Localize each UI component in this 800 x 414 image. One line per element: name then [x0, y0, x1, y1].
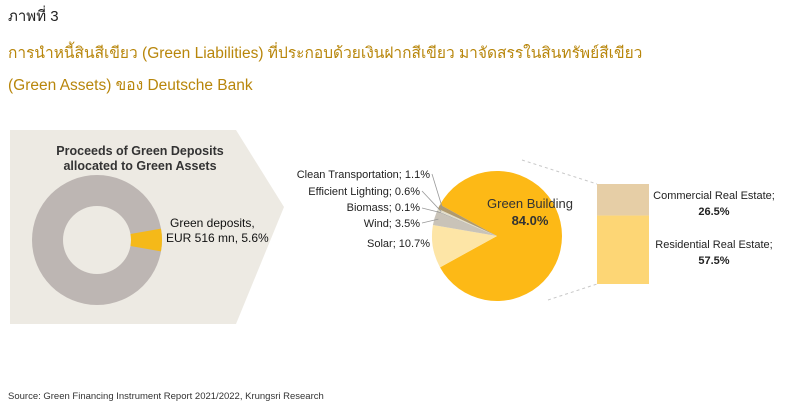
- chart-title-line-1: การนำหนี้สินสีเขียว (Green Liabilities) …: [8, 45, 643, 62]
- donut-title-line-2: allocated to Green Assets: [63, 159, 216, 173]
- pie-slice-clean-transportation: [438, 204, 497, 236]
- bar-label-commercial: Commercial Real Estate;: [653, 190, 775, 202]
- source-note: Source: Green Financing Instrument Repor…: [8, 391, 324, 402]
- donut-title-line-1: Proceeds of Green Deposits: [56, 144, 223, 158]
- bar-value-commercial: 26.5%: [698, 206, 729, 218]
- bar-segment-commercial-real-estate: [597, 184, 649, 216]
- figure-label: ภาพที่ 3: [8, 8, 59, 25]
- connector-line-top: [521, 159, 598, 185]
- pie-leader-lines: [421, 173, 443, 224]
- pie-label-wind: Wind; 3.5%: [364, 218, 420, 230]
- pie-label-biomass: Biomass; 0.1%: [347, 202, 421, 214]
- leader-line-clean-transportation: [431, 173, 443, 209]
- pie-slice-green-building: [440, 170, 562, 301]
- bar-value-residential: 57.5%: [698, 255, 729, 267]
- pie-label-solar: Solar; 10.7%: [367, 238, 430, 250]
- bar-label-residential: Residential Real Estate;: [655, 239, 772, 251]
- pie-label-clean-transportation: Clean Transportation; 1.1%: [297, 169, 431, 181]
- donut-chart: [32, 175, 163, 305]
- chart-title-line-2: (Green Assets) ของ Deutsche Bank: [8, 77, 253, 94]
- donut-label-line-1: Green deposits,: [170, 216, 255, 230]
- leader-line-wind: [421, 218, 439, 224]
- pie-slice-efficient-lighting: [437, 208, 497, 236]
- pie-label-efficient-lighting: Efficient Lighting; 0.6%: [308, 186, 420, 198]
- leader-line-biomass: [421, 207, 441, 214]
- pie-value-green-building: 84.0%: [512, 213, 549, 228]
- donut-hole: [63, 206, 131, 274]
- pie-label-green-building: Green Building: [487, 196, 573, 211]
- stacked-bar: [597, 184, 649, 284]
- pie-slice-solar: [431, 225, 497, 268]
- connector-line-bottom: [547, 283, 598, 301]
- pie-slice-wind: [432, 211, 497, 236]
- leader-line-efficient-lighting: [421, 190, 442, 212]
- pie-chart: [431, 170, 562, 301]
- bar-segment-residential-real-estate: [597, 215, 649, 284]
- donut-slice-green-deposits: [130, 228, 163, 252]
- pie-slice-biomass: [436, 210, 497, 236]
- donut-label-line-2: EUR 516 mn, 5.6%: [166, 231, 269, 245]
